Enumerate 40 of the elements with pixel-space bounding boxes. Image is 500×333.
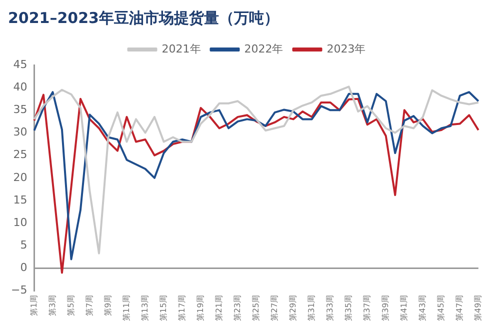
y-tick-label: 15 <box>13 193 28 206</box>
y-tick-label: 30 <box>13 126 28 139</box>
x-tick-label: 第35周 <box>344 294 353 322</box>
x-tick-label: 第39周 <box>380 294 390 322</box>
chart-title: 2021–2023年豆油市场提货量（万吨） <box>8 8 279 27</box>
y-tick-label: 20 <box>13 170 28 184</box>
x-tick-label: 第41周 <box>399 294 408 322</box>
legend-label: 2023年 <box>326 42 366 56</box>
x-tick-label: 第45周 <box>436 294 446 322</box>
x-tick-label: 第23周 <box>232 294 242 322</box>
x-tick-label: 第33周 <box>325 294 334 322</box>
y-tick-label: 35 <box>13 103 28 116</box>
x-tick-label: 第29周 <box>288 294 298 322</box>
x-tick-label: 第15周 <box>158 294 168 322</box>
x-tick-label: 第49周 <box>473 294 482 322</box>
x-tick-label: 第1周 <box>29 294 38 316</box>
x-tick-label: 第43周 <box>418 294 427 322</box>
y-tick-label: 0 <box>20 261 28 274</box>
x-tick-label: 第11周 <box>122 294 131 322</box>
y-tick-label: 10 <box>13 216 28 229</box>
y-tick-label: 40 <box>13 80 28 94</box>
x-tick-label: 第37周 <box>362 294 372 322</box>
x-tick-label: 第3周 <box>48 294 57 316</box>
x-tick-label: 第13周 <box>140 294 150 322</box>
x-tick-label: 第47周 <box>454 294 464 322</box>
y-tick-label: 25 <box>13 148 28 162</box>
x-tick-label: 第19周 <box>196 294 205 322</box>
x-tick-label: 第5周 <box>66 294 76 316</box>
y-tick-label: 45 <box>13 58 28 71</box>
x-tick-label: 第17周 <box>177 294 186 322</box>
y-tick-label: 5 <box>20 238 28 252</box>
legend-label: 2021年 <box>162 42 201 56</box>
y-tick-label: −5 <box>10 284 28 297</box>
legend-label: 2022年 <box>244 42 284 56</box>
x-tick-label: 第9周 <box>103 294 112 316</box>
x-tick-label: 第7周 <box>84 294 94 316</box>
x-tick-label: 第25周 <box>251 294 260 322</box>
x-tick-label: 第21周 <box>214 294 224 322</box>
x-tick-label: 第31周 <box>306 294 316 322</box>
x-tick-label: 第27周 <box>270 294 279 322</box>
